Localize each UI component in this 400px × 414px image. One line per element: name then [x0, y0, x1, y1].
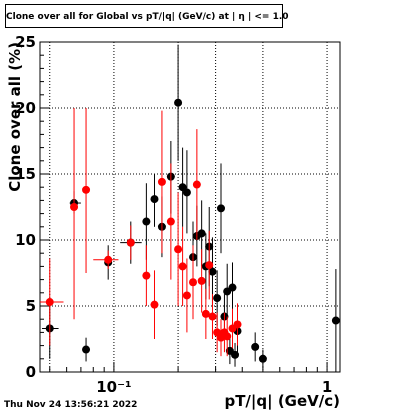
y-tick-label: 0 — [26, 363, 36, 381]
data-point-series-2 — [142, 271, 151, 280]
data-point-series-1 — [197, 229, 206, 238]
chart-title: Clone over all for Global vs pT/|q| (GeV… — [6, 12, 289, 22]
data-point-series-2 — [45, 298, 54, 307]
y-axis-title: Clone over all (%) — [6, 42, 24, 192]
data-point-series-2 — [70, 203, 79, 211]
y-tick-label: 20 — [15, 99, 36, 117]
data-point-series-2 — [82, 185, 91, 194]
data-point-series-2 — [208, 312, 217, 321]
data-point-series-2 — [201, 309, 210, 318]
data-point-series-2 — [233, 320, 242, 329]
data-point-series-1 — [150, 195, 159, 204]
y-tick-label: 15 — [15, 165, 36, 183]
data-point-series-2 — [126, 238, 135, 247]
data-point-series-1 — [208, 267, 217, 276]
data-point-series-1 — [182, 188, 191, 197]
data-point-series-1 — [217, 204, 226, 213]
data-point-series-1 — [258, 354, 267, 363]
x-tick-label: 1 — [322, 378, 332, 396]
data-point-series-2 — [223, 332, 232, 341]
timestamp: Thu Nov 24 13:56:21 2022 — [4, 400, 138, 410]
data-point-series-2 — [166, 217, 175, 226]
data-point-series-2 — [182, 291, 191, 300]
data-point-series-2 — [178, 262, 187, 271]
data-point-series-1 — [231, 350, 240, 359]
chart-title-box: Clone over all for Global vs pT/|q| (GeV… — [5, 4, 289, 28]
y-tick-label: 25 — [15, 33, 36, 51]
data-point-series-2 — [104, 255, 113, 264]
data-point-series-1 — [178, 183, 187, 192]
y-tick-label: 5 — [26, 297, 36, 315]
data-point-series-1 — [331, 316, 340, 325]
data-point-series-1 — [82, 345, 91, 354]
data-point-series-1 — [228, 283, 237, 292]
data-point-series-1 — [142, 217, 151, 226]
plot-frame — [39, 41, 341, 373]
data-point-series-1 — [174, 98, 183, 107]
data-point-series-2 — [189, 278, 198, 287]
data-point-series-2 — [150, 300, 159, 309]
data-point-series-2 — [197, 276, 206, 285]
data-point-series-2 — [205, 261, 214, 270]
x-axis-title: pT/|q| (GeV/c) — [224, 392, 340, 411]
data-point-series-2 — [157, 177, 166, 186]
x-tick-label: 10⁻¹ — [96, 378, 131, 396]
data-point-series-1 — [251, 342, 260, 351]
y-tick-label: 10 — [15, 231, 36, 249]
data-point-series-1 — [213, 294, 222, 303]
data-point-series-2 — [174, 245, 183, 254]
data-point-series-2 — [192, 180, 201, 189]
